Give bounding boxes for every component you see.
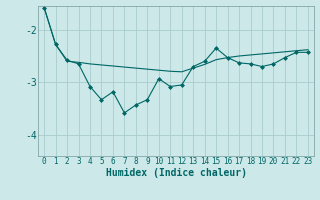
X-axis label: Humidex (Indice chaleur): Humidex (Indice chaleur) (106, 168, 246, 178)
